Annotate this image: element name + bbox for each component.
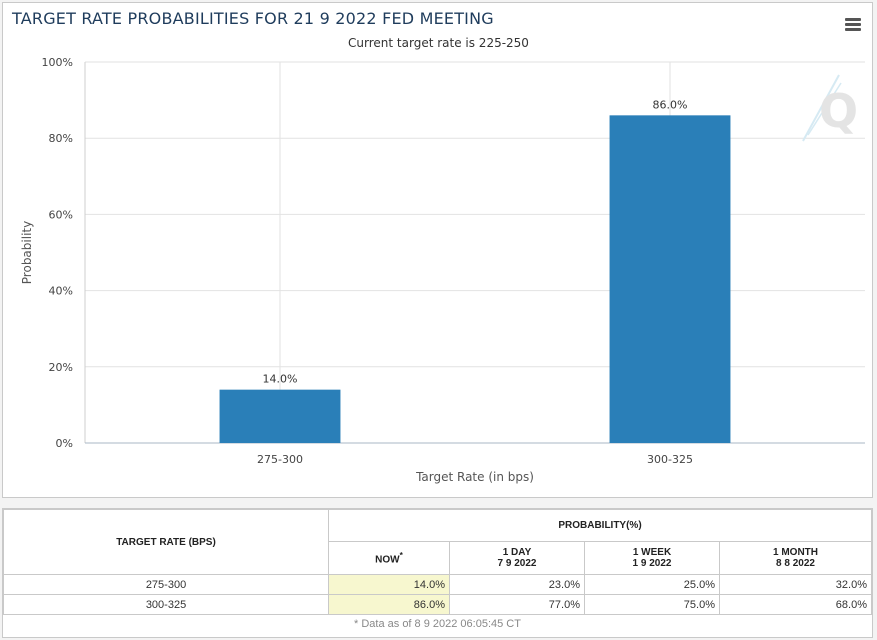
bar-275-300[interactable]	[219, 389, 341, 443]
table-footnote: * Data as of 8 9 2022 06:05:45 CT	[354, 618, 521, 630]
chart-subtitle: Current target rate is 225-250	[348, 36, 529, 50]
cell-1week: 25.0%	[584, 574, 720, 595]
x-axis-title: Target Rate (in bps)	[415, 470, 534, 484]
cell-1day: 23.0%	[449, 574, 585, 595]
cell-1month: 68.0%	[719, 594, 872, 615]
rate-column-header: TARGET RATE (BPS)	[3, 509, 329, 575]
col-1week-header: 1 WEEK 1 9 2022	[584, 541, 720, 575]
cell-1month: 32.0%	[719, 574, 872, 595]
bar-value-label: 14.0%	[263, 373, 298, 386]
bar-300-325[interactable]	[609, 115, 731, 443]
probability-table: TARGET RATE (BPS) PROBABILITY(%) NOW* 1 …	[3, 509, 872, 633]
table-row: 300-325 86.0% 77.0% 75.0% 68.0%	[3, 594, 872, 615]
bar-value-label: 86.0%	[653, 98, 688, 111]
cell-now: 14.0%	[328, 574, 450, 595]
y-tick-label: 80%	[49, 132, 73, 145]
y-tick-label: 100%	[42, 56, 73, 69]
y-tick-label: 0%	[56, 437, 73, 450]
col-1day-header: 1 DAY 7 9 2022	[449, 541, 585, 575]
cell-1week: 75.0%	[584, 594, 720, 615]
watermark-logo: Q	[802, 74, 858, 142]
table-row: 275-300 14.0% 23.0% 25.0% 32.0%	[3, 574, 872, 595]
hamburger-menu-icon[interactable]	[845, 18, 861, 32]
probability-table-panel: TARGET RATE (BPS) PROBABILITY(%) NOW* 1 …	[2, 508, 873, 638]
y-tick-label: 60%	[49, 208, 73, 221]
x-tick-label: 275-300	[257, 453, 303, 466]
y-tick-label: 20%	[49, 361, 73, 374]
grid-layer: 0% 20% 40% 60% 80% 100% 275-300 300-325	[42, 56, 865, 466]
y-axis-title: Probability	[20, 221, 34, 284]
row-rate: 300-325	[3, 594, 329, 615]
bar-chart: 0% 20% 40% 60% 80% 100% 275-300 300-325 14.0% 86…	[20, 56, 865, 484]
row-rate: 275-300	[3, 574, 329, 595]
probability-header: PROBABILITY(%)	[328, 509, 872, 542]
x-tick-label: 300-325	[647, 453, 693, 466]
y-tick-label: 40%	[49, 285, 73, 298]
col-1month-header: 1 MONTH 8 8 2022	[719, 541, 872, 575]
watermark-text: Q	[819, 84, 858, 138]
cell-now: 86.0%	[328, 594, 450, 615]
chart-title: TARGET RATE PROBABILITIES FOR 21 9 2022 …	[12, 9, 494, 28]
chart-panel: TARGET RATE PROBABILITIES FOR 21 9 2022 …	[2, 2, 873, 498]
col-now-header: NOW*	[328, 541, 450, 575]
cell-1day: 77.0%	[449, 594, 585, 615]
bar-layer: 14.0% 86.0%	[219, 98, 731, 443]
